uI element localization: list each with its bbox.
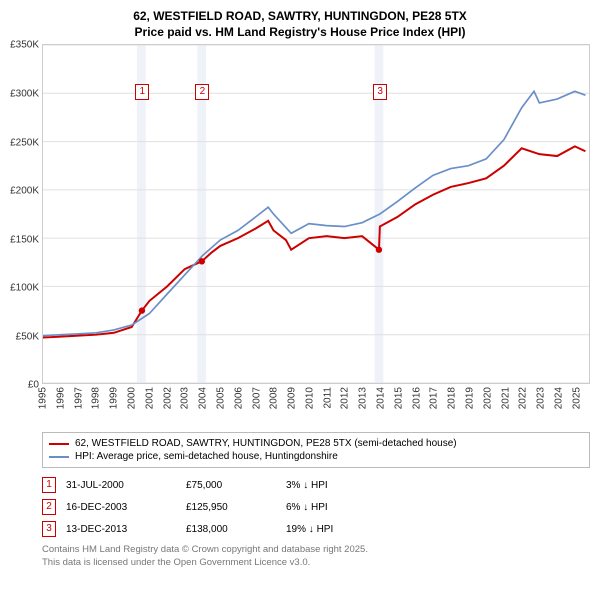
x-tick-label: 2024: [553, 387, 564, 409]
y-tick-label: £300K: [10, 88, 39, 99]
x-axis-ticks: 1995199619971998199920002001200220032004…: [43, 383, 589, 427]
sale-row: 1 31-JUL-2000 £75,000 3% ↓ HPI: [42, 474, 590, 496]
sale-marker-num: 2: [42, 499, 56, 515]
x-tick-label: 2015: [393, 387, 404, 409]
legend-item: 62, WESTFIELD ROAD, SAWTRY, HUNTINGDON, …: [49, 437, 583, 450]
legend-label: 62, WESTFIELD ROAD, SAWTRY, HUNTINGDON, …: [75, 438, 457, 449]
sale-date: 13-DEC-2013: [66, 524, 176, 535]
x-tick-label: 2012: [340, 387, 351, 409]
y-tick-label: £100K: [10, 283, 39, 294]
x-tick-label: 2016: [411, 387, 422, 409]
sales-table: 1 31-JUL-2000 £75,000 3% ↓ HPI 2 16-DEC-2003 £…: [42, 474, 590, 540]
sale-marker-box: 1: [135, 84, 149, 100]
x-tick-label: 2005: [215, 387, 226, 409]
x-tick-label: 2000: [126, 387, 137, 409]
x-tick-label: 2021: [500, 387, 511, 409]
x-tick-label: 2002: [162, 387, 173, 409]
x-tick-label: 2006: [233, 387, 244, 409]
sale-pct-vs-hpi: 3% ↓ HPI: [286, 480, 376, 491]
sale-marker-num: 1: [42, 477, 56, 493]
x-tick-label: 2003: [180, 387, 191, 409]
x-tick-label: 1996: [55, 387, 66, 409]
sale-pct-vs-hpi: 19% ↓ HPI: [286, 524, 376, 535]
x-tick-label: 1999: [109, 387, 120, 409]
x-tick-label: 1998: [91, 387, 102, 409]
chart-legend: 62, WESTFIELD ROAD, SAWTRY, HUNTINGDON, …: [42, 432, 590, 468]
chart-svg: [43, 45, 589, 383]
chart-title: 62, WESTFIELD ROAD, SAWTRY, HUNTINGDON, …: [0, 0, 600, 44]
x-tick-label: 2009: [287, 387, 298, 409]
sale-marker-box: 3: [373, 84, 387, 100]
legend-label: HPI: Average price, semi-detached house,…: [75, 451, 338, 462]
x-tick-label: 1995: [38, 387, 49, 409]
footer-line-2: This data is licensed under the Open Gov…: [42, 557, 590, 569]
x-tick-label: 2001: [144, 387, 155, 409]
sale-row: 3 13-DEC-2013 £138,000 19% ↓ HPI: [42, 518, 590, 540]
y-tick-label: £50K: [16, 331, 39, 342]
y-tick-label: £350K: [10, 40, 39, 51]
x-tick-label: 2020: [482, 387, 493, 409]
x-tick-label: 2023: [536, 387, 547, 409]
y-tick-label: £150K: [10, 234, 39, 245]
legend-swatch: [49, 443, 69, 445]
x-tick-label: 2010: [304, 387, 315, 409]
sale-date: 16-DEC-2003: [66, 502, 176, 513]
y-tick-label: £200K: [10, 186, 39, 197]
x-tick-label: 1997: [73, 387, 84, 409]
x-tick-label: 2008: [269, 387, 280, 409]
sale-price: £75,000: [186, 480, 276, 491]
x-tick-label: 2025: [571, 387, 582, 409]
legend-item: HPI: Average price, semi-detached house,…: [49, 450, 583, 463]
x-tick-label: 2007: [251, 387, 262, 409]
footer-line-1: Contains HM Land Registry data © Crown c…: [42, 544, 590, 556]
x-tick-label: 2017: [429, 387, 440, 409]
footer-attribution: Contains HM Land Registry data © Crown c…: [42, 544, 590, 569]
x-tick-label: 2014: [376, 387, 387, 409]
title-line-1: 62, WESTFIELD ROAD, SAWTRY, HUNTINGDON, …: [10, 8, 590, 24]
sale-date: 31-JUL-2000: [66, 480, 176, 491]
x-tick-label: 2013: [358, 387, 369, 409]
page-container: 62, WESTFIELD ROAD, SAWTRY, HUNTINGDON, …: [0, 0, 600, 590]
sale-row: 2 16-DEC-2003 £125,950 6% ↓ HPI: [42, 496, 590, 518]
y-axis-ticks: £0£50K£100K£150K£200K£250K£300K£350K: [1, 45, 41, 383]
x-tick-label: 2018: [447, 387, 458, 409]
sale-price: £125,950: [186, 502, 276, 513]
sale-marker-box: 2: [195, 84, 209, 100]
chart-plot-area: £0£50K£100K£150K£200K£250K£300K£350K 199…: [42, 44, 590, 384]
x-tick-label: 2011: [322, 387, 333, 409]
y-tick-label: £250K: [10, 137, 39, 148]
sale-marker-num: 3: [42, 521, 56, 537]
legend-swatch: [49, 456, 69, 458]
title-line-2: Price paid vs. HM Land Registry's House …: [10, 24, 590, 40]
sale-pct-vs-hpi: 6% ↓ HPI: [286, 502, 376, 513]
x-tick-label: 2022: [518, 387, 529, 409]
x-tick-label: 2019: [465, 387, 476, 409]
x-tick-label: 2004: [198, 387, 209, 409]
sale-price: £138,000: [186, 524, 276, 535]
